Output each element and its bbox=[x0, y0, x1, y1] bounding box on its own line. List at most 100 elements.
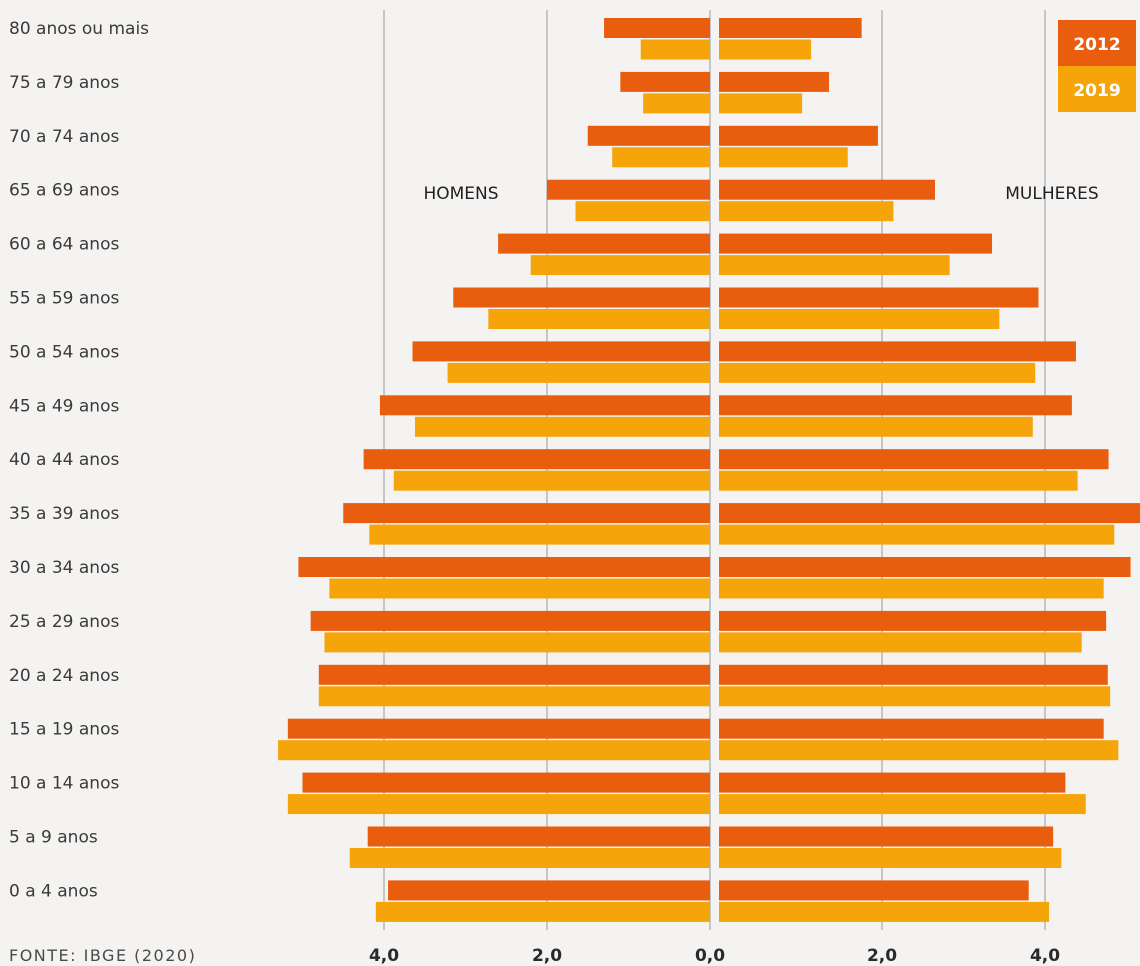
bar-men-2012-row-0 bbox=[604, 18, 710, 38]
bar-women-2019-row-4 bbox=[719, 255, 950, 276]
x-tick-label-4: 4,0 bbox=[1030, 946, 1060, 966]
homens-label: HOMENS bbox=[423, 184, 498, 204]
age-label-4: 60 a 64 anos bbox=[9, 235, 119, 255]
bar-women-2019-row-1 bbox=[719, 93, 803, 114]
bar-women-2012-row-9 bbox=[719, 503, 1140, 524]
bar-women-2012-row-15 bbox=[719, 826, 1054, 847]
bar-men-2019-row-3 bbox=[575, 201, 710, 222]
bar-men-2019-row-16 bbox=[375, 901, 710, 922]
bar-women-2019-row-3 bbox=[719, 201, 894, 222]
bar-women-2019-row-11 bbox=[719, 632, 1082, 653]
bar-men-2012-row-3 bbox=[547, 179, 710, 200]
bar-women-2012-row-4 bbox=[719, 233, 993, 254]
bar-women-2019-row-7 bbox=[719, 416, 1033, 437]
bar-men-2019-row-12 bbox=[318, 686, 710, 707]
age-label-7: 45 a 49 anos bbox=[9, 396, 119, 416]
bar-women-2012-row-13 bbox=[719, 718, 1104, 739]
age-label-0: 80 anos ou mais bbox=[9, 19, 149, 39]
legend-swatch-2019 bbox=[1058, 66, 1136, 112]
bar-women-2012-row-3 bbox=[719, 179, 935, 200]
bar-men-2019-row-1 bbox=[643, 93, 710, 114]
bar-men-2012-row-11 bbox=[310, 610, 710, 631]
legend-label-2019: 2019 bbox=[1073, 81, 1120, 101]
bar-men-2019-row-13 bbox=[278, 740, 710, 761]
bar-men-2012-row-2 bbox=[587, 125, 710, 146]
bar-women-2012-row-7 bbox=[719, 395, 1072, 416]
age-label-9: 35 a 39 anos bbox=[9, 504, 119, 524]
bar-women-2019-row-16 bbox=[719, 901, 1050, 922]
bar-men-2012-row-12 bbox=[318, 664, 710, 685]
bar-men-2012-row-16 bbox=[388, 880, 710, 901]
bar-women-2012-row-0 bbox=[719, 18, 862, 38]
age-label-8: 40 a 44 anos bbox=[9, 450, 119, 470]
bar-men-2019-row-15 bbox=[349, 848, 710, 868]
bar-men-2012-row-1 bbox=[620, 71, 710, 92]
bar-men-2012-row-9 bbox=[343, 503, 710, 524]
bar-women-2012-row-6 bbox=[719, 341, 1076, 362]
age-label-6: 50 a 54 anos bbox=[9, 342, 119, 362]
legend-swatch-2012 bbox=[1058, 20, 1136, 66]
age-label-10: 30 a 34 anos bbox=[9, 558, 119, 578]
bar-men-2019-row-7 bbox=[414, 416, 710, 437]
x-tick-label-3: 2,0 bbox=[867, 946, 897, 966]
bar-women-2019-row-8 bbox=[719, 470, 1078, 491]
age-label-15: 5 a 9 anos bbox=[9, 828, 98, 848]
bar-women-2012-row-5 bbox=[719, 287, 1039, 308]
bar-women-2019-row-12 bbox=[719, 686, 1111, 707]
bar-men-2012-row-7 bbox=[379, 395, 710, 416]
legend: 2012 2019 bbox=[1058, 20, 1136, 112]
x-tick-labels-group: 4,0 2,0 0,0 2,0 4,0 bbox=[369, 946, 1060, 966]
bar-women-2012-row-12 bbox=[719, 664, 1108, 685]
bar-men-2012-row-14 bbox=[302, 772, 710, 793]
bar-women-2019-row-9 bbox=[719, 524, 1115, 545]
bar-men-2019-row-10 bbox=[329, 578, 710, 599]
bars-group bbox=[278, 18, 1140, 922]
x-tick-label-0: 4,0 bbox=[369, 946, 399, 966]
bar-men-2012-row-15 bbox=[367, 826, 710, 847]
bar-women-2019-row-15 bbox=[719, 848, 1062, 868]
bar-men-2019-row-14 bbox=[287, 794, 710, 815]
bar-men-2019-row-2 bbox=[612, 147, 710, 168]
bar-men-2019-row-5 bbox=[488, 309, 710, 329]
x-tick-label-1: 2,0 bbox=[532, 946, 562, 966]
mulheres-label: MULHERES bbox=[1005, 184, 1098, 204]
age-label-16: 0 a 4 anos bbox=[9, 881, 98, 901]
bar-men-2019-row-0 bbox=[640, 39, 710, 60]
bar-women-2019-row-2 bbox=[719, 147, 848, 168]
bar-men-2012-row-6 bbox=[412, 341, 710, 362]
age-label-3: 65 a 69 anos bbox=[9, 181, 119, 201]
bar-men-2019-row-11 bbox=[324, 632, 710, 653]
bar-women-2012-row-16 bbox=[719, 880, 1029, 901]
age-label-5: 55 a 59 anos bbox=[9, 289, 119, 309]
bar-men-2012-row-5 bbox=[453, 287, 710, 308]
bar-women-2019-row-13 bbox=[719, 740, 1119, 761]
bar-men-2012-row-13 bbox=[287, 718, 710, 739]
bar-men-2012-row-4 bbox=[498, 233, 710, 254]
bar-men-2012-row-8 bbox=[363, 449, 710, 470]
age-labels-group: 80 anos ou mais 75 a 79 anos 70 a 74 anos 6… bbox=[9, 19, 149, 901]
bar-women-2012-row-11 bbox=[719, 610, 1107, 631]
bar-women-2019-row-0 bbox=[719, 39, 812, 60]
age-label-2: 70 a 74 anos bbox=[9, 127, 119, 147]
bar-women-2012-row-1 bbox=[719, 71, 830, 92]
bar-women-2012-row-14 bbox=[719, 772, 1066, 793]
age-label-14: 10 a 14 anos bbox=[9, 774, 119, 794]
bar-men-2019-row-6 bbox=[447, 362, 710, 383]
bar-men-2012-row-10 bbox=[298, 557, 710, 577]
bar-women-2012-row-8 bbox=[719, 449, 1109, 470]
bar-women-2019-row-5 bbox=[719, 309, 1000, 329]
bar-men-2019-row-9 bbox=[369, 524, 710, 545]
bar-women-2012-row-10 bbox=[719, 557, 1131, 577]
legend-label-2012: 2012 bbox=[1073, 35, 1120, 55]
bar-men-2019-row-8 bbox=[393, 470, 710, 491]
bar-women-2012-row-2 bbox=[719, 125, 878, 146]
x-tick-label-2: 0,0 bbox=[695, 946, 725, 966]
bar-women-2019-row-10 bbox=[719, 578, 1104, 599]
age-label-12: 20 a 24 anos bbox=[9, 666, 119, 686]
bar-women-2019-row-6 bbox=[719, 362, 1036, 383]
source-note: FONTE: IBGE (2020) bbox=[9, 946, 196, 965]
age-label-13: 15 a 19 anos bbox=[9, 720, 119, 740]
bar-women-2019-row-14 bbox=[719, 794, 1086, 815]
age-label-1: 75 a 79 anos bbox=[9, 73, 119, 93]
